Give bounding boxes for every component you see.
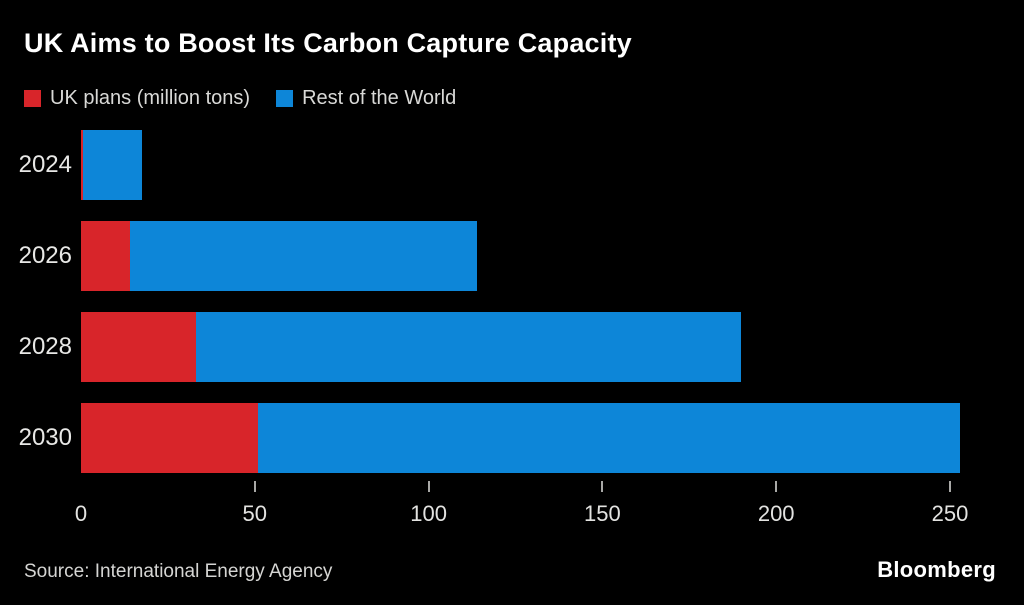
axis-tick-label-100: 100 [410,501,447,526]
year-label-2026: 2026 [18,242,72,269]
bar-row-2026 [81,221,478,291]
axis-tick-100 [427,481,430,492]
axis-tick-label-200: 200 [757,501,795,526]
legend-label: Rest of the World [302,87,457,109]
legend-item-uk-plans: UK plans (million tons) [24,87,250,110]
source-note: Source: International Energy Agency [24,561,333,582]
axis-tick-150 [601,481,604,492]
axis-tick-label-250: 250 [931,501,969,526]
chart-title: UK Aims to Boost Its Carbon Capture Capa… [24,28,632,58]
bar-segment-rest-of-world-2030 [258,403,961,473]
bar-row-2028 [81,312,742,382]
bar-row-2024 [81,130,142,200]
bar-segment-uk-plans-2024 [81,130,83,200]
legend-swatch-icon [24,90,41,107]
axis-tick-50 [253,481,256,492]
legend-item-rest-of-world: Rest of the World [276,87,456,110]
bar-row-2030 [81,403,961,473]
bar-segment-uk-plans-2030 [81,403,259,473]
bar-segment-uk-plans-2028 [81,312,196,382]
axis-tick-200 [775,481,778,492]
year-label-2028: 2028 [18,333,72,360]
bar-segment-uk-plans-2026 [81,221,130,291]
axis-tick-label-50: 50 [242,501,268,526]
axis-tick-label-150: 150 [584,501,621,526]
year-label-2030: 2030 [18,424,72,451]
legend: UK plans (million tons) Rest of the World [24,87,456,110]
legend-label: UK plans (million tons) [50,87,251,109]
year-label-2024: 2024 [18,151,72,178]
bar-segment-rest-of-world-2026 [129,221,478,291]
bar-segment-rest-of-world-2028 [195,312,742,382]
bar-segment-rest-of-world-2024 [82,130,142,200]
axis-tick-250 [949,481,951,492]
legend-swatch-icon [276,90,294,107]
bloomberg-logo: Bloomberg [877,557,996,582]
axis-tick-label-0: 0 [74,501,88,526]
